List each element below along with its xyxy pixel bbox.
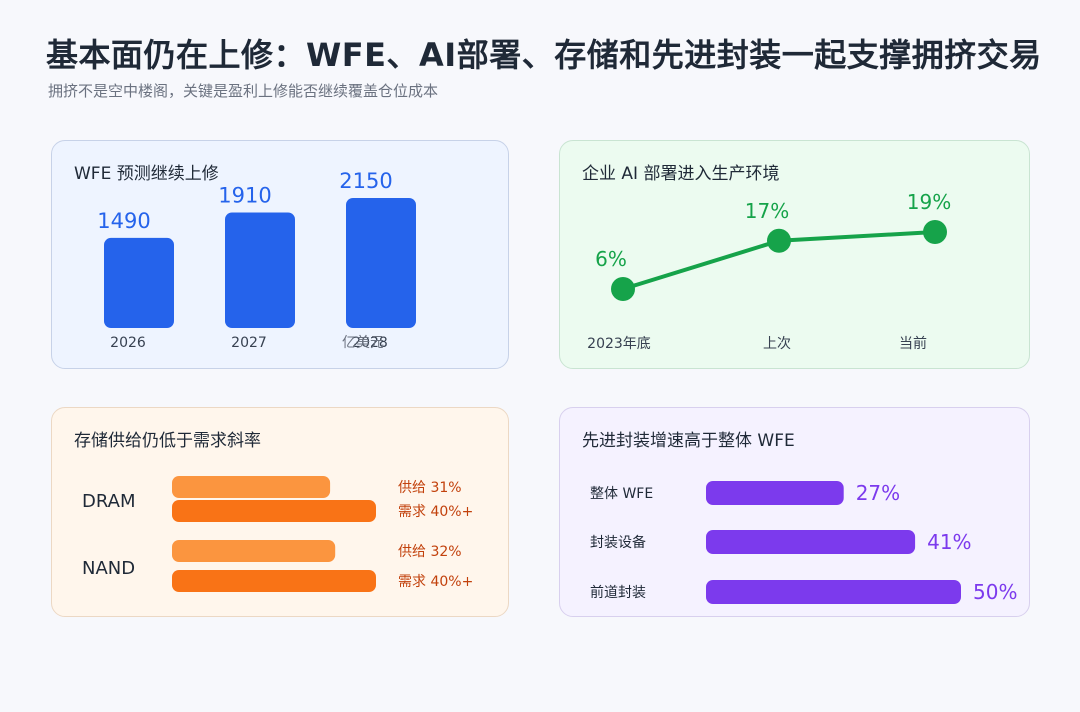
ai-line-chart: 6% 2023年底 17% 上次 19% 当前 [587,190,951,352]
wfe-tick-label-2028: 2028 [352,335,388,351]
wfe-value-label-2027: 1910 [218,184,271,208]
memory-bar-NAND-需求 [172,570,376,592]
packaging-category-label-0: 整体 WFE [590,486,653,502]
wfe-tick-label-2026: 2026 [110,335,146,351]
packaging-chart-title: 先进封装增速高于整体 WFE [582,431,795,451]
packaging-category-label-2: 前道封装 [590,584,646,601]
wfe-unit-label: 亿美元 [342,335,384,351]
packaging-value-label-0: 27% [856,481,900,505]
memory-category-label-NAND: NAND [82,558,135,579]
memory-bar-chart: DRAM 供给 31% 需求 40%+ NAND 供给 32% 需求 40%+ [82,476,473,592]
wfe-value-label-2026: 1490 [97,209,150,233]
packaging-bar-0 [706,481,844,505]
ai-chart-title: 企业 AI 部署进入生产环境 [582,164,780,184]
memory-value-label-DRAM-需求: 需求 40%+ [398,504,473,520]
ai-value-label-0: 6% [595,247,627,271]
wfe-chart-title: WFE 预测继续上修 [74,164,219,184]
wfe-bar-2027 [225,212,295,328]
memory-supply-card: 存储供给仍低于需求斜率 DRAM 供给 31% 需求 40%+ NAND 供给 32% 需… [51,407,509,617]
memory-value-label-NAND-需求: 需求 40%+ [398,574,473,590]
page-subtitle: 拥挤不是空中楼阁，关键是盈利上修能否继续覆盖仓位成本 [48,82,439,100]
memory-bar-DRAM-供给 [172,476,331,498]
packaging-bar-2 [706,580,961,604]
ai-tick-label-2: 当前 [899,335,927,352]
packaging-category-label-1: 封装设备 [590,534,646,551]
memory-value-label-DRAM-供给: 供给 31% [398,480,462,496]
packaging-growth-card: 先进封装增速高于整体 WFE 整体 WFE 27% 封装设备 41% 前道封装 50% [559,407,1030,617]
ai-point-1 [767,228,791,253]
packaging-bar-1 [706,530,916,554]
ai-tick-label-0: 2023年底 [587,336,651,352]
ai-value-label-2: 19% [907,190,951,214]
memory-chart-title: 存储供给仍低于需求斜率 [74,431,261,451]
ai-value-label-1: 17% [745,199,789,223]
memory-value-label-NAND-供给: 供给 32% [398,544,462,560]
ai-tick-label-1: 上次 [763,336,791,352]
memory-category-label-DRAM: DRAM [82,491,135,512]
packaging-value-label-2: 50% [973,580,1017,604]
wfe-bar-2028 [346,198,416,328]
wfe-tick-label-2027: 2027 [231,335,267,351]
wfe-forecast-card: WFE 预测继续上修 1490 2026 1910 2027 2150 2028 亿美元 [51,140,509,369]
packaging-bar-chart: 整体 WFE 27% 封装设备 41% 前道封装 50% [590,481,1017,604]
wfe-bar-2026 [104,237,174,328]
memory-bar-DRAM-需求 [172,500,376,522]
page-title: 基本面仍在上修：WFE、AI部署、存储和先进封装一起支撑拥挤交易 [46,36,1042,74]
packaging-value-label-1: 41% [927,530,971,554]
wfe-value-label-2028: 2150 [339,169,392,193]
ai-point-0 [611,277,635,301]
ai-point-2 [923,220,947,244]
ai-deployment-card: 企业 AI 部署进入生产环境 6% 2023年底 17% 上次 19% 当前 [559,140,1030,369]
memory-bar-NAND-供给 [172,540,336,562]
